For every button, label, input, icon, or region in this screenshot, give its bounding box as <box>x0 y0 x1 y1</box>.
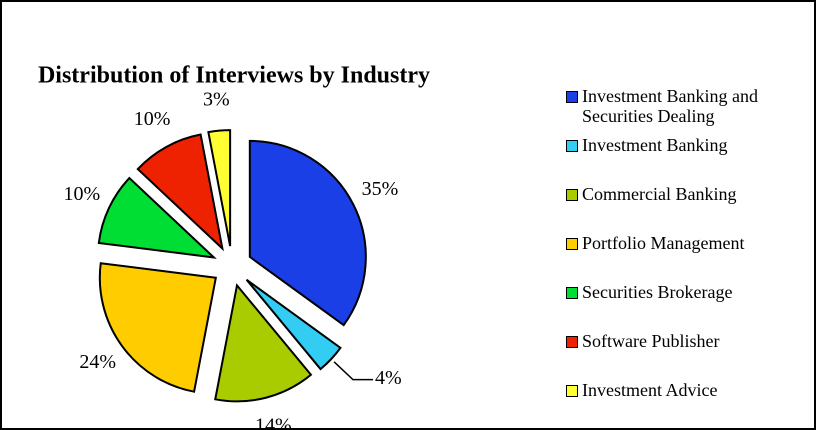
legend-swatch <box>566 91 578 103</box>
pie-slice <box>207 129 232 247</box>
legend-swatch <box>566 189 578 201</box>
legend-label: Investment Banking and Securities Dealin… <box>582 86 758 126</box>
pie-slice <box>248 139 367 327</box>
legend-swatch <box>566 238 578 250</box>
data-label: 24% <box>79 351 116 373</box>
pie-slice <box>136 133 224 252</box>
legend-label: Securities Brokerage <box>582 282 733 302</box>
legend-item: Investment Advice <box>566 380 766 429</box>
legend: Investment Banking and Securities Dealin… <box>566 86 766 429</box>
legend-swatch <box>566 140 578 152</box>
data-label: 14% <box>255 414 292 428</box>
legend-label: Commercial Banking <box>582 184 737 204</box>
pie-slice <box>214 283 313 403</box>
legend-item: Investment Banking and Securities Dealin… <box>566 86 766 135</box>
leader-line <box>333 361 374 381</box>
data-label: 4% <box>375 367 402 389</box>
pie-slice <box>245 278 342 371</box>
legend-item: Portfolio Management <box>566 233 766 282</box>
legend-item: Investment Banking <box>566 135 766 184</box>
data-label: 3% <box>203 88 230 110</box>
legend-label: Investment Banking <box>582 135 728 155</box>
legend-label: Investment Advice <box>582 380 718 400</box>
legend-swatch <box>566 287 578 299</box>
legend-label: Software Publisher <box>582 331 720 351</box>
legend-swatch <box>566 336 578 348</box>
data-label: 10% <box>63 183 100 205</box>
data-label: 35% <box>362 178 399 200</box>
legend-item: Commercial Banking <box>566 184 766 233</box>
legend-label: Portfolio Management <box>582 233 745 253</box>
pie-slice <box>97 176 217 259</box>
data-label: 10% <box>134 108 171 130</box>
legend-swatch <box>566 385 578 397</box>
pie-slice <box>98 262 218 393</box>
legend-item: Software Publisher <box>566 331 766 380</box>
legend-item: Securities Brokerage <box>566 282 766 331</box>
chart-title: Distribution of Interviews by Industry <box>38 63 430 89</box>
